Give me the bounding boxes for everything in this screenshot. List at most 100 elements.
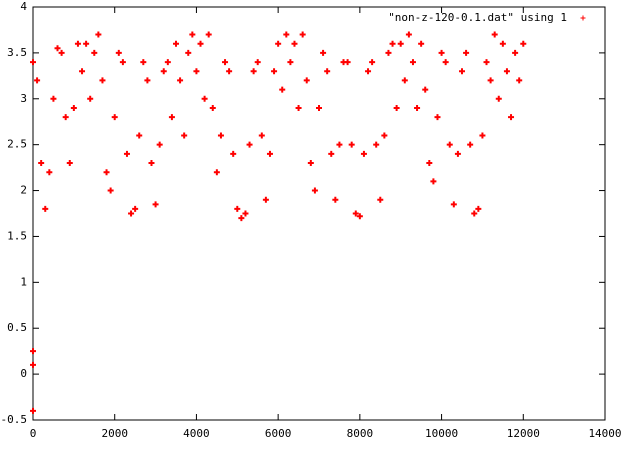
point — [405, 31, 412, 38]
point — [499, 40, 506, 47]
point — [266, 150, 273, 157]
point — [58, 49, 65, 56]
y-tick-label: 3 — [20, 92, 27, 105]
point — [295, 104, 302, 111]
point — [356, 213, 363, 220]
point — [132, 205, 139, 212]
point — [360, 150, 367, 157]
point — [30, 348, 36, 355]
x-tick-label: 2000 — [101, 427, 128, 440]
point — [136, 132, 143, 139]
point — [373, 141, 380, 148]
point — [250, 68, 257, 75]
point — [324, 68, 331, 75]
point — [173, 40, 179, 47]
point — [46, 169, 53, 176]
point — [115, 49, 122, 56]
point — [99, 77, 106, 84]
point — [409, 59, 416, 66]
point — [83, 40, 90, 47]
point — [30, 407, 36, 414]
point — [393, 104, 400, 111]
point — [467, 141, 474, 148]
point — [34, 77, 41, 84]
point — [30, 361, 36, 368]
y-tick-label: -0.5 — [1, 413, 28, 426]
point — [279, 86, 286, 93]
point — [385, 49, 392, 56]
point — [148, 160, 155, 167]
point — [454, 150, 461, 157]
point — [156, 141, 163, 148]
point — [430, 178, 437, 185]
x-tick-label: 4000 — [183, 427, 210, 440]
point — [205, 31, 212, 38]
point — [336, 141, 343, 148]
legend-marker — [580, 15, 586, 21]
plot-border — [32, 6, 606, 421]
point — [495, 95, 502, 102]
point — [344, 59, 351, 66]
point — [275, 40, 282, 47]
point — [177, 77, 184, 84]
point — [459, 68, 465, 75]
point — [79, 68, 86, 75]
point — [234, 205, 241, 212]
x-tick-label: 8000 — [347, 427, 374, 440]
point — [426, 160, 433, 167]
point — [213, 169, 220, 176]
point — [222, 59, 229, 66]
y-tick-label: 2 — [20, 184, 27, 197]
point — [418, 40, 425, 47]
point — [434, 114, 441, 121]
point — [230, 150, 237, 157]
point — [66, 160, 73, 167]
point — [381, 132, 388, 139]
point — [254, 59, 261, 66]
point — [397, 40, 404, 47]
point — [87, 95, 94, 102]
point — [123, 150, 130, 157]
point — [189, 31, 196, 38]
point — [74, 40, 81, 47]
point — [291, 40, 298, 47]
point — [479, 132, 486, 139]
point — [62, 114, 69, 121]
legend-label: "non-z-120-0.1.dat" using 1 — [388, 11, 567, 24]
y-tick-label: 1.5 — [7, 229, 27, 242]
point — [107, 187, 114, 194]
point — [262, 196, 269, 203]
point — [54, 45, 61, 52]
point — [70, 104, 77, 111]
point — [246, 141, 253, 148]
point — [238, 215, 245, 222]
point — [50, 95, 57, 102]
point — [450, 201, 457, 208]
point — [508, 114, 515, 121]
point — [516, 77, 523, 84]
point — [164, 59, 171, 66]
point — [201, 95, 208, 102]
x-tick-label: 6000 — [265, 427, 292, 440]
point — [38, 160, 45, 167]
point — [168, 114, 175, 121]
y-tick-label: 0 — [20, 367, 27, 380]
point — [30, 59, 36, 66]
point — [128, 210, 135, 217]
point — [209, 104, 216, 111]
point — [140, 59, 147, 66]
point — [119, 59, 126, 66]
point — [287, 59, 294, 66]
x-tick-label: 14000 — [588, 427, 621, 440]
point — [377, 196, 384, 203]
point — [144, 77, 151, 84]
point — [463, 49, 470, 56]
point — [242, 210, 249, 217]
point — [520, 40, 527, 47]
point — [311, 187, 318, 194]
x-tick-label: 10000 — [425, 427, 458, 440]
point — [365, 68, 372, 75]
point — [42, 205, 49, 212]
